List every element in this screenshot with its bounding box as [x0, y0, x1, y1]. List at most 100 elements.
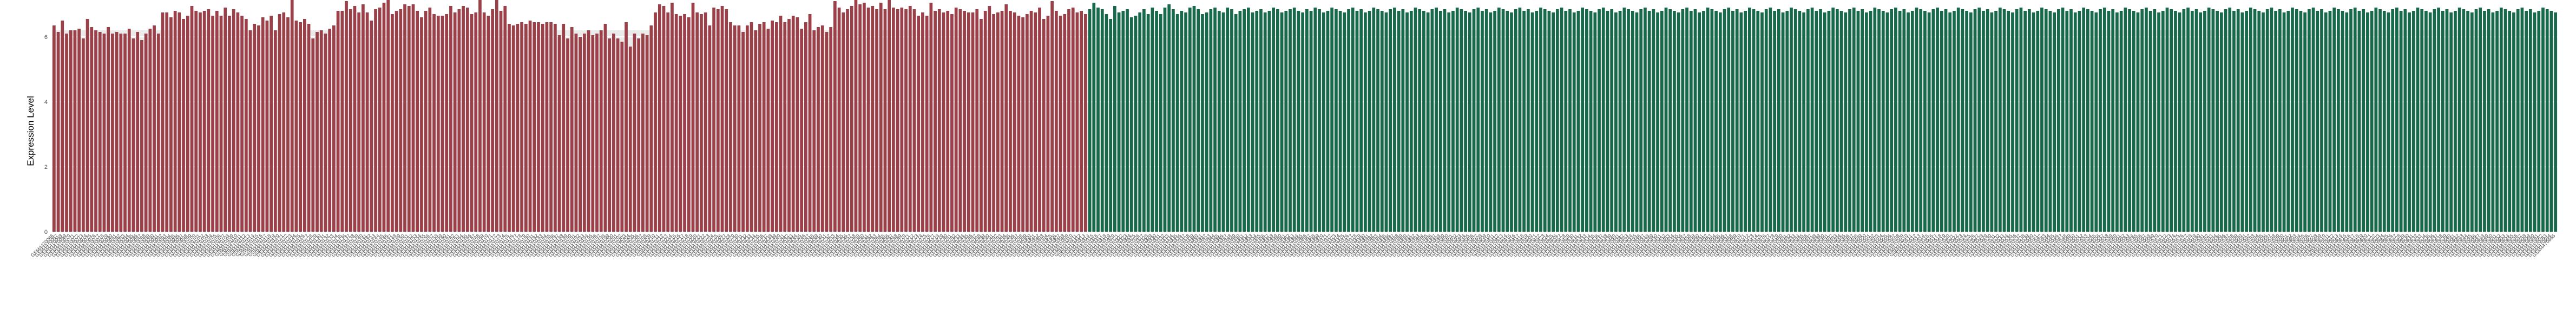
- bar: [1414, 8, 1417, 232]
- bar: [741, 32, 745, 232]
- bar: [1790, 8, 1793, 232]
- bar: [1309, 11, 1313, 232]
- bar: [1276, 9, 1279, 232]
- bar: [904, 9, 908, 232]
- bar: [1944, 9, 1948, 232]
- bar: [2337, 9, 2340, 232]
- bar: [190, 6, 194, 232]
- bar: [1501, 9, 1505, 232]
- bar: [2370, 11, 2374, 232]
- bar: [2253, 9, 2257, 232]
- bar: [165, 12, 169, 232]
- bar: [1301, 12, 1304, 232]
- bar: [628, 47, 632, 232]
- bar: [340, 11, 344, 232]
- bar: [637, 38, 641, 232]
- bar: [1476, 8, 1480, 232]
- bar: [1313, 8, 1317, 232]
- bar: [1798, 11, 1802, 232]
- bar: [1159, 14, 1162, 232]
- bar: [2399, 11, 2403, 232]
- bar: [825, 32, 829, 232]
- bar: [228, 16, 231, 232]
- bar: [1376, 9, 1379, 232]
- bar: [1180, 11, 1184, 232]
- bar: [1096, 8, 1100, 232]
- bar: [988, 6, 991, 232]
- bar: [820, 25, 824, 232]
- bar: [2186, 8, 2190, 232]
- bar: [453, 12, 457, 232]
- bar: [111, 34, 114, 232]
- bar: [503, 6, 507, 232]
- bar: [1764, 9, 1768, 232]
- bar: [232, 9, 235, 232]
- bar: [608, 38, 612, 232]
- bar: [1071, 8, 1075, 232]
- plot-panel: [52, 30, 2558, 232]
- bar: [720, 6, 724, 232]
- bar: [796, 17, 799, 232]
- bar: [1055, 11, 1058, 232]
- bar: [783, 22, 787, 232]
- bar: [1105, 14, 1108, 232]
- bar: [449, 6, 452, 232]
- bar: [1731, 11, 1734, 232]
- bar: [240, 16, 244, 232]
- bar: [633, 34, 636, 232]
- bar: [1781, 12, 1785, 232]
- bar: [762, 22, 766, 232]
- bar: [1347, 9, 1350, 232]
- bar: [771, 21, 774, 232]
- bar: [324, 34, 327, 232]
- bar: [156, 34, 160, 232]
- bar: [929, 3, 933, 232]
- bar: [1510, 12, 1513, 232]
- bar: [1372, 8, 1376, 232]
- bar: [662, 6, 666, 232]
- bar: [2454, 11, 2457, 232]
- bar: [1969, 12, 1973, 232]
- bar: [779, 16, 783, 232]
- bar: [1902, 9, 1906, 232]
- bar: [971, 12, 975, 232]
- bar: [1702, 11, 1705, 232]
- bar: [1021, 17, 1024, 232]
- bar: [2332, 8, 2336, 232]
- bar: [2115, 12, 2119, 232]
- bar: [858, 4, 862, 232]
- bar: [671, 3, 674, 232]
- bar: [2554, 12, 2557, 232]
- bar: [1706, 8, 1710, 232]
- bar: [2124, 8, 2127, 232]
- bar: [1627, 9, 1630, 232]
- bar: [2040, 8, 2043, 232]
- bar: [1852, 8, 1856, 232]
- bar: [1205, 12, 1208, 232]
- bar: [69, 30, 73, 232]
- bar: [2199, 12, 2203, 232]
- bar: [1397, 11, 1401, 232]
- bar: [1894, 8, 1897, 232]
- bar: [612, 34, 615, 232]
- bar: [1230, 9, 1233, 232]
- bar: [265, 21, 269, 232]
- bar: [846, 9, 849, 232]
- bar: [871, 6, 875, 232]
- bar: [2366, 12, 2369, 232]
- bar: [1693, 9, 1697, 232]
- bar: [2525, 11, 2528, 232]
- bar: [1151, 8, 1154, 232]
- bar: [2136, 12, 2140, 232]
- bar: [1042, 19, 1046, 232]
- bar: [1869, 11, 1872, 232]
- gridlines: [52, 36, 2558, 232]
- bar: [2094, 12, 2098, 232]
- bar: [1556, 9, 1559, 232]
- bar: [148, 29, 152, 232]
- bar: [169, 17, 173, 232]
- bar: [950, 14, 954, 232]
- x-tick-labels: GSM4470066GSM4470067GSM4470068GSM4470069…: [30, 233, 2557, 258]
- bar: [1652, 9, 1655, 232]
- bar: [1364, 12, 1367, 232]
